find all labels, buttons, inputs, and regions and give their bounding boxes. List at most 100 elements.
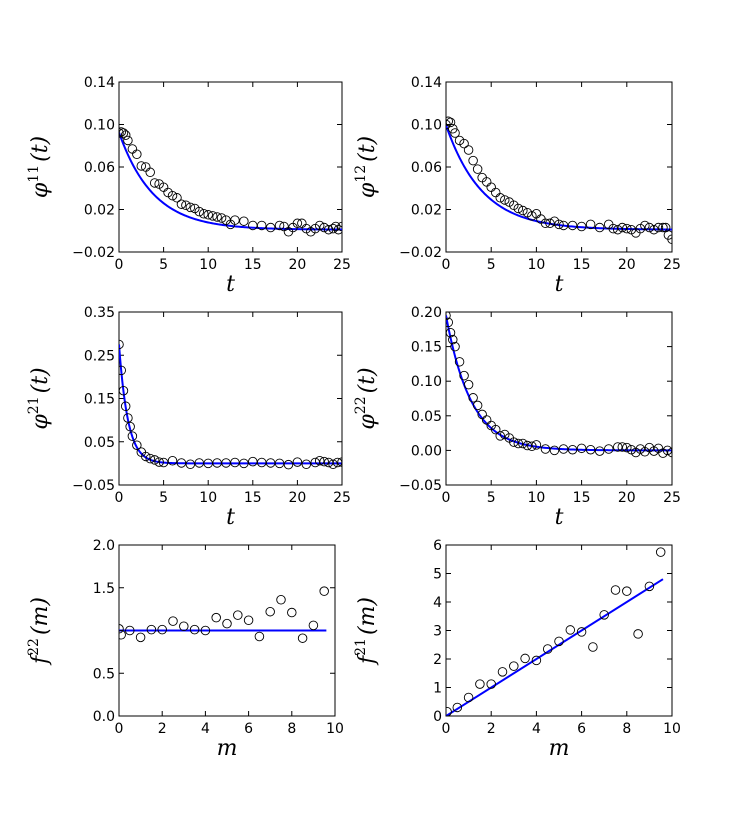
data-point <box>157 624 167 635</box>
data-point <box>558 444 569 454</box>
data-point <box>198 208 209 219</box>
data-point <box>513 438 524 449</box>
data-point <box>463 145 474 155</box>
data-point <box>585 444 596 455</box>
y-axis-label: φ22 (t) <box>353 367 380 429</box>
x-tick-label: 5 <box>487 490 496 506</box>
data-point <box>292 457 303 467</box>
data-point <box>132 440 142 450</box>
data-point <box>127 144 138 154</box>
y-tick-label: −0.05 <box>72 478 115 494</box>
data-point <box>274 220 285 231</box>
data-point <box>119 128 129 138</box>
fit-line <box>119 344 342 465</box>
data-point <box>283 459 294 470</box>
data-point <box>167 190 178 201</box>
data-point <box>194 206 205 217</box>
data-point <box>154 457 164 467</box>
data-point <box>472 400 483 411</box>
data-point <box>333 224 342 235</box>
y-tick-label: −0.02 <box>399 245 442 261</box>
data-point <box>527 441 537 452</box>
x-tick-label: 10 <box>527 490 545 506</box>
data-point <box>540 218 551 229</box>
y-tick-label: 0.02 <box>411 203 442 219</box>
data-point <box>287 607 297 618</box>
data-point <box>554 219 564 230</box>
y-tick-label: 1.5 <box>93 581 115 597</box>
y-label-symbol: φ <box>28 182 53 198</box>
data-point <box>265 606 275 617</box>
y-tick-label: 0.15 <box>84 392 115 408</box>
data-point <box>450 128 460 138</box>
data-point <box>513 203 524 214</box>
data-point <box>132 149 142 159</box>
y-axis-label: φ11 (t) <box>26 136 53 198</box>
data-point <box>332 457 342 468</box>
x-tick-label: 20 <box>288 257 306 273</box>
plot-area <box>119 339 342 470</box>
data-point <box>297 633 308 643</box>
x-tick-label: 20 <box>618 490 636 506</box>
x-tick-label: 25 <box>333 490 351 506</box>
data-point <box>531 440 542 450</box>
x-tick-label: 10 <box>199 490 217 506</box>
plot-area <box>119 127 342 237</box>
x-tick-label: 2 <box>158 721 167 737</box>
data-point <box>123 135 133 146</box>
data-point <box>176 199 187 209</box>
y-tick-label: 0.10 <box>411 374 442 390</box>
y-tick-label: 0.5 <box>93 666 115 682</box>
x-tick-label: 10 <box>527 257 545 273</box>
data-point <box>448 334 458 345</box>
data-point <box>613 442 623 452</box>
y-tick-label: 1 <box>433 681 442 697</box>
x-axis-label: m <box>217 736 238 761</box>
x-tick-label: 2 <box>487 721 496 737</box>
x-tick-label: 15 <box>244 490 262 506</box>
data-point <box>518 438 528 449</box>
y-label-superscript: 22 <box>26 638 42 656</box>
data-point <box>172 193 182 203</box>
data-point <box>459 138 469 149</box>
data-point <box>222 618 232 629</box>
x-tick-label: 4 <box>201 721 210 737</box>
y-axis-label: φ12 (t) <box>353 136 380 198</box>
data-point <box>667 447 672 458</box>
data-point <box>127 431 138 441</box>
x-axis-label: t <box>226 505 235 530</box>
x-tick-label: 4 <box>532 721 541 737</box>
y-tick-label: 4 <box>433 595 442 611</box>
data-point <box>617 222 628 233</box>
data-point <box>622 586 632 596</box>
data-point <box>337 457 342 467</box>
data-point <box>608 223 618 234</box>
x-tick-label: 10 <box>199 257 217 273</box>
y-tick-label: 0.15 <box>411 340 442 356</box>
data-point <box>446 328 456 338</box>
data-point <box>331 221 341 232</box>
y-tick-label: 2 <box>433 652 442 668</box>
fit-line <box>119 132 342 231</box>
y-tick-label: 0.06 <box>411 160 442 176</box>
y-tick-label: 0.25 <box>84 348 115 364</box>
data-point <box>239 216 249 226</box>
fit-line <box>446 315 672 452</box>
data-point <box>576 443 587 454</box>
data-point <box>301 459 312 469</box>
data-point <box>212 212 222 222</box>
y-label-symbol: φ <box>28 414 53 430</box>
axes-frame <box>445 544 673 717</box>
x-tick-label: 8 <box>287 721 296 737</box>
data-point <box>463 692 474 703</box>
data-point <box>145 453 155 464</box>
data-point <box>125 625 135 636</box>
x-tick-label: 10 <box>663 721 681 737</box>
data-point <box>216 213 227 223</box>
x-tick-label: 25 <box>663 490 681 506</box>
data-point <box>239 458 249 469</box>
axes-frame <box>445 311 673 486</box>
data-point <box>522 440 533 451</box>
